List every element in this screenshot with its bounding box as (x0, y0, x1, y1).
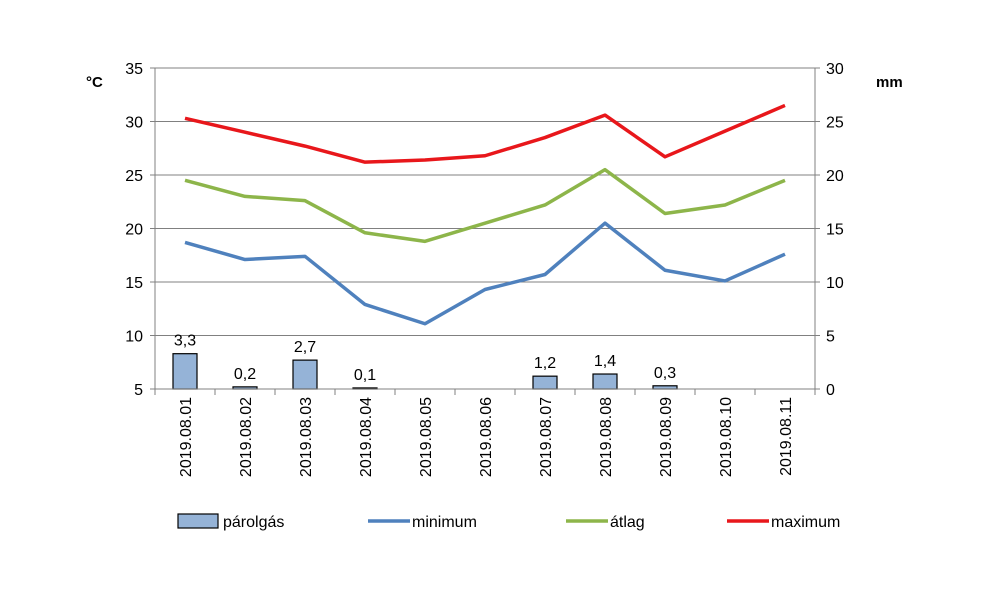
bar-data-label: 1,4 (594, 353, 616, 370)
bar (172, 353, 198, 390)
legend-label: minimum (412, 514, 477, 531)
x-tick-label: 2019.08.02 (238, 397, 255, 477)
x-tick-label: 2019.08.09 (658, 397, 675, 477)
bar-data-label: 0,3 (654, 365, 676, 382)
legend-swatch (177, 513, 219, 529)
left-tick-label: 10 (125, 329, 143, 346)
bar-series (172, 353, 678, 390)
x-tick-label: 2019.08.03 (298, 397, 315, 477)
x-tick-label: 2019.08.01 (178, 397, 195, 477)
bar-data-label: 0,1 (354, 367, 376, 384)
bar-data-labels: 3,3 0,2 2,7 0,1 1,2 1,4 0,3 (174, 333, 676, 384)
bar-data-label: 3,3 (174, 333, 196, 350)
axes (150, 67, 820, 395)
left-tick-label: 30 (125, 115, 143, 132)
legend-label: átlag (610, 514, 645, 531)
x-tick-label: 2019.08.05 (418, 397, 435, 477)
right-tick-label: 20 (826, 168, 844, 185)
x-tick-label: 2019.08.06 (478, 397, 495, 477)
bar-data-label: 1,2 (534, 355, 556, 372)
x-axis-ticks: 2019.08.01 2019.08.02 2019.08.03 2019.08.04… (178, 397, 795, 477)
legend-label: maximum (771, 514, 840, 531)
legend: párolgás minimum átlag maximum (177, 513, 840, 531)
left-axis-ticks: 5 10 15 20 25 30 35 (125, 61, 143, 399)
gridlines (155, 67, 815, 336)
left-tick-label: 5 (134, 382, 143, 399)
x-tick-label: 2019.08.04 (358, 397, 375, 477)
x-tick-label: 2019.08.07 (538, 397, 555, 477)
left-tick-label: 25 (125, 168, 143, 185)
series-line-maximum (184, 103, 786, 164)
right-tick-label: 15 (826, 222, 844, 239)
left-axis-unit: °C (86, 74, 103, 91)
bar (532, 375, 558, 390)
right-tick-label: 30 (826, 61, 844, 78)
left-tick-label: 15 (125, 275, 143, 292)
bar (292, 359, 318, 390)
right-tick-label: 10 (826, 275, 844, 292)
legend-item-bar: párolgás (177, 513, 284, 531)
x-tick-label: 2019.08.10 (718, 397, 735, 477)
legend-item-átlag: átlag (566, 514, 645, 531)
legend-item-minimum: minimum (368, 514, 477, 531)
x-tick-label: 2019.08.08 (598, 397, 615, 477)
right-tick-label: 5 (826, 329, 835, 346)
bar-data-label: 0,2 (234, 366, 256, 383)
left-tick-label: 20 (125, 222, 143, 239)
line-series (184, 103, 786, 326)
right-tick-label: 25 (826, 115, 844, 132)
bar-data-label: 2,7 (294, 339, 316, 356)
right-axis-unit: mm (876, 74, 903, 91)
legend-label: párolgás (223, 514, 284, 531)
left-tick-label: 35 (125, 61, 143, 78)
x-tick-label: 2019.08.11 (778, 397, 795, 476)
legend-item-maximum: maximum (727, 514, 840, 531)
right-axis-ticks: 0 5 10 15 20 25 30 (826, 61, 844, 399)
series-line-átlag (184, 167, 786, 244)
right-tick-label: 0 (826, 382, 835, 399)
series-line-minimum (184, 221, 786, 326)
bar (592, 373, 618, 390)
